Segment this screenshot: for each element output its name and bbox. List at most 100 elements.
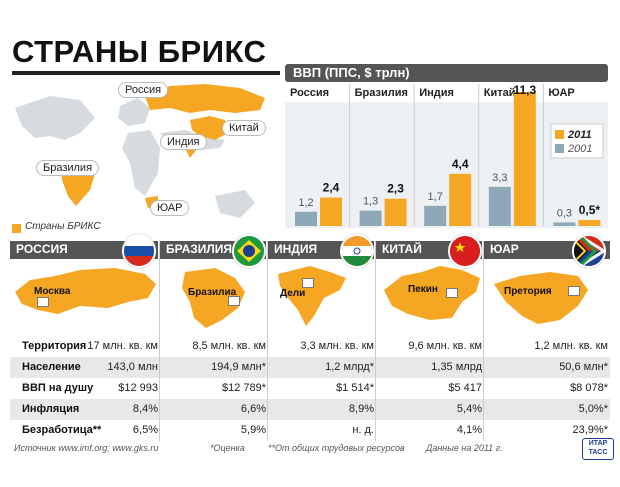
map-label-china: Китай <box>222 120 266 136</box>
gdp-value-label-2001: 3,3 <box>492 172 507 184</box>
band-russia: РОССИЯ <box>10 241 158 259</box>
table-row: Безработица** 6,5% 5,9% н. д. 4,1% 23,9%… <box>10 420 610 441</box>
table-cell: 5,4% <box>456 403 482 415</box>
china-silhouette <box>384 266 480 320</box>
map-label-india: Индия <box>160 134 207 150</box>
capital-china: Пекин <box>408 284 438 295</box>
world-map-graphic <box>15 84 265 218</box>
footer-date: Данные на 2011 г. <box>426 443 503 453</box>
table-cell: 50,6 млн* <box>559 361 608 373</box>
table-cell: 8,4% <box>132 403 158 415</box>
column-divider <box>375 241 376 441</box>
gdp-value-label-2001: 0,3 <box>557 207 572 219</box>
column-divider <box>483 241 484 441</box>
india-flag-icon <box>340 234 374 268</box>
gdp-chart-title: ВВП (ППС, $ трлн) <box>293 65 410 80</box>
table-cell: $5 417 <box>448 382 482 394</box>
band-label: БРАЗИЛИЯ <box>166 242 233 256</box>
gdp-value-label-2011: 11,3 <box>513 84 536 97</box>
capital-russia: Москва <box>34 286 71 297</box>
capital-marker-icon <box>37 297 49 307</box>
capital-marker-icon <box>302 278 314 288</box>
gdp-value-label-2001: 1,3 <box>363 196 378 208</box>
table-cell: $12 993 <box>118 382 158 394</box>
legend-swatch <box>12 224 21 233</box>
band-label: РОССИЯ <box>16 242 68 256</box>
gdp-bar-2001 <box>424 205 447 226</box>
table-cell: 8,9% <box>348 403 374 415</box>
title-rule <box>12 71 280 75</box>
capital-marker-icon <box>228 296 240 306</box>
gdp-category-label: Россия <box>290 87 329 99</box>
gdp-chart: Россия 1,2 2,4 Бразилия 1,3 2,3 Индия 1,7 4,4 Кит… <box>285 83 608 234</box>
table-cell: 17 млн. кв. км <box>87 340 158 352</box>
table-cell: 6,6% <box>240 403 266 415</box>
gdp-category-label: Китай <box>484 87 516 99</box>
footer-source: Источник www.imf.org; www.gks.ru <box>14 443 159 453</box>
map-label-russia: Россия <box>118 82 169 98</box>
column-divider <box>159 241 160 441</box>
table-cell: 6,5% <box>132 424 158 436</box>
table-cell: 8,5 млн. кв. км <box>192 340 266 352</box>
gdp-bar-2001 <box>295 211 317 226</box>
itar-tass-logo: ИТАР ТАСС <box>582 438 614 460</box>
gdp-bar-2011 <box>578 220 601 226</box>
table-cell: $8 078* <box>570 382 608 394</box>
gdp-category-label: ЮАР <box>548 87 574 99</box>
footer-note-estimate: *Оценка <box>210 443 245 453</box>
gdp-value-label-2011: 2,3 <box>387 182 404 196</box>
gdp-bar-2011 <box>513 92 536 226</box>
table-cell: 1,2 млн. кв. км <box>534 340 608 352</box>
capital-brazil: Бразилиа <box>188 287 237 298</box>
gdp-category-label: Бразилия <box>355 87 408 99</box>
table-cell: 5,9% <box>240 424 266 436</box>
table-row: Население 143,0 млн 194,9 млн* 1,2 млрд*… <box>10 357 610 378</box>
map-legend: Страны БРИКС <box>25 221 101 232</box>
india-silhouette <box>278 266 346 326</box>
map-label-brazil: Бразилия <box>36 160 100 176</box>
sa-silhouette <box>494 272 588 324</box>
gdp-bar-2011 <box>384 198 407 226</box>
footer-note-labor: **От общих трудовых ресурсов <box>268 443 405 453</box>
gdp-bar-2001 <box>553 222 576 226</box>
band-label: КИТАЙ <box>382 242 422 256</box>
table-cell: 3,3 млн. кв. км <box>300 340 374 352</box>
band-label: ИНДИЯ <box>274 242 318 256</box>
band-label: ЮАР <box>490 242 519 256</box>
gdp-value-label-2001: 1,2 <box>298 197 313 209</box>
gdp-value-label-2011: 4,4 <box>452 157 469 171</box>
world-map: Россия Китай Индия Бразилия ЮАР Страны Б… <box>10 78 280 238</box>
table-cell: $1 514* <box>336 382 374 394</box>
russia-flag-icon <box>122 234 156 268</box>
table-cell: 9,6 млн. кв. км <box>408 340 482 352</box>
page-title: СТРАНЫ БРИКС <box>12 34 267 69</box>
russia-shape <box>145 84 265 113</box>
table-cell: 1,35 млрд <box>431 361 482 373</box>
table-cell: $12 789* <box>221 382 266 394</box>
row-label: Население <box>22 361 81 373</box>
table-cell: 143,0 млн <box>107 361 158 373</box>
table-cell: 1,2 млрд* <box>325 361 374 373</box>
legend-label-2001: 2001 <box>567 143 592 155</box>
legend-label-2011: 2011 <box>567 129 592 141</box>
row-label: Инфляция <box>22 403 80 415</box>
row-label: Территория <box>22 340 87 352</box>
legend-swatch-2011 <box>555 130 564 139</box>
table-row: ВВП на душу $12 993 $12 789* $1 514* $5 … <box>10 378 610 399</box>
country-shapes <box>15 266 588 328</box>
china-flag-icon <box>448 234 482 268</box>
gdp-bar-2011 <box>449 173 472 226</box>
brazil-flag-icon <box>232 234 266 268</box>
table-cell: 5,0%* <box>578 403 608 415</box>
capital-sa: Претория <box>504 286 552 297</box>
table-row: Территория 17 млн. кв. км 8,5 млн. кв. к… <box>10 336 610 357</box>
table-cell: 23,9%* <box>572 424 608 436</box>
brazil-silhouette <box>182 268 245 328</box>
gdp-bar-2001 <box>488 186 511 226</box>
gdp-category-label: Индия <box>419 87 454 99</box>
table-row: Инфляция 8,4% 6,6% 8,9% 5,4% 5,0%* <box>10 399 610 420</box>
table-cell: 4,1% <box>456 424 482 436</box>
legend-swatch-2001 <box>555 144 564 153</box>
table-cell: н. д. <box>352 424 374 436</box>
capital-india: Дели <box>280 288 306 299</box>
